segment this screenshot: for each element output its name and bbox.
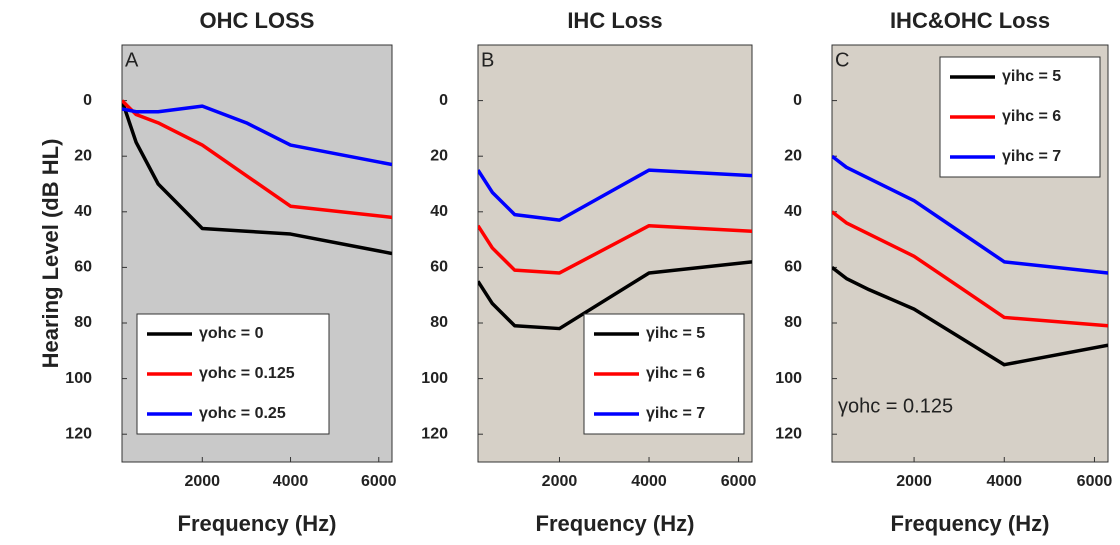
legend-label: γohc = 0.125 bbox=[199, 365, 295, 382]
x-tick-label: 2000 bbox=[896, 473, 932, 490]
legend-label: γohc = 0.25 bbox=[199, 405, 286, 422]
legend-label: γihc = 7 bbox=[646, 405, 705, 422]
panel-title: IHC&OHC Loss bbox=[890, 8, 1050, 33]
annotation: γohc = 0.125 bbox=[838, 395, 953, 417]
y-tick-label: 120 bbox=[65, 425, 92, 442]
y-tick-label: 80 bbox=[74, 314, 92, 331]
x-tick-label: 6000 bbox=[1077, 473, 1113, 490]
y-tick-label: 100 bbox=[65, 370, 92, 387]
data-line bbox=[478, 260, 752, 331]
y-tick-label: 120 bbox=[421, 425, 448, 442]
x-tick-label: 2000 bbox=[542, 473, 578, 490]
y-tick-label: 60 bbox=[784, 259, 802, 276]
y-tick-label: 40 bbox=[784, 203, 802, 220]
y-tick-label: 80 bbox=[430, 314, 448, 331]
data-line bbox=[832, 210, 1108, 328]
legend-label: γihc = 5 bbox=[646, 325, 705, 342]
legend-label: γihc = 5 bbox=[1002, 68, 1061, 85]
legend-label: γihc = 7 bbox=[1002, 148, 1061, 165]
y-tick-label: 0 bbox=[439, 92, 448, 109]
x-axis-label: Frequency (Hz) bbox=[536, 511, 695, 536]
y-tick-label: 80 bbox=[784, 314, 802, 331]
data-line bbox=[478, 168, 752, 222]
y-tick-label: 100 bbox=[775, 370, 802, 387]
panel-title: IHC Loss bbox=[567, 8, 662, 33]
x-tick-label: 4000 bbox=[273, 473, 309, 490]
data-line bbox=[832, 154, 1108, 275]
x-tick-label: 4000 bbox=[631, 473, 667, 490]
y-tick-label: 100 bbox=[421, 370, 448, 387]
y-tick-label: 60 bbox=[430, 259, 448, 276]
x-tick-label: 6000 bbox=[721, 473, 757, 490]
legend-label: γohc = 0 bbox=[199, 325, 264, 342]
y-tick-label: 60 bbox=[74, 259, 92, 276]
data-line bbox=[122, 104, 392, 167]
panel-title: OHC LOSS bbox=[200, 8, 315, 33]
y-axis-label: Hearing Level (dB HL) bbox=[38, 139, 63, 369]
y-tick-label: 120 bbox=[775, 425, 802, 442]
y-tick-label: 0 bbox=[83, 92, 92, 109]
y-tick-label: 20 bbox=[430, 147, 448, 164]
panel-label: B bbox=[481, 49, 494, 71]
y-tick-label: 40 bbox=[74, 203, 92, 220]
x-axis-label: Frequency (Hz) bbox=[178, 511, 337, 536]
legend-label: γihc = 6 bbox=[646, 365, 705, 382]
data-line bbox=[122, 100, 392, 256]
y-tick-label: 40 bbox=[430, 203, 448, 220]
panel-label: A bbox=[125, 49, 139, 71]
panel-label: C bbox=[835, 49, 849, 71]
x-tick-label: 2000 bbox=[184, 473, 220, 490]
y-tick-label: 20 bbox=[74, 147, 92, 164]
legend-label: γihc = 6 bbox=[1002, 108, 1061, 125]
y-tick-label: 0 bbox=[793, 92, 802, 109]
data-line bbox=[478, 223, 752, 275]
data-line bbox=[832, 266, 1108, 367]
data-line bbox=[122, 99, 392, 220]
x-tick-label: 6000 bbox=[361, 473, 397, 490]
x-tick-label: 4000 bbox=[986, 473, 1022, 490]
y-tick-label: 20 bbox=[784, 147, 802, 164]
x-axis-label: Frequency (Hz) bbox=[891, 511, 1050, 536]
